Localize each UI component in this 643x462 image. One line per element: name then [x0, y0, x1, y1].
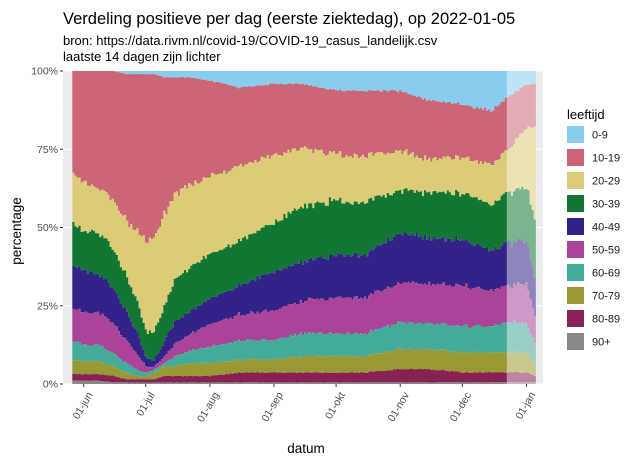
- y-axis: 0% 25% 50% 75% 100%: [31, 66, 63, 391]
- y-tick-label: 75%: [37, 144, 58, 156]
- series-area-90+: [72, 380, 536, 384]
- y-tick-label: 25%: [37, 300, 58, 312]
- legend-swatch-80-89: [567, 310, 584, 327]
- series-area-30-39: [72, 186, 536, 361]
- y-tick-label: 100%: [31, 66, 58, 78]
- series-area-50-59: [72, 281, 536, 373]
- x-tick-label: 01-sep: [259, 390, 286, 424]
- series-layer: [72, 71, 536, 384]
- legend-swatch-50-59: [567, 241, 584, 258]
- x-tick-label: 01-dec: [448, 390, 474, 424]
- x-axis: 01-jun 01-jul 01-aug 01-sep 01-okt 01-nov 01-d…: [71, 384, 538, 424]
- legend-swatch-60-69: [567, 264, 584, 281]
- legend-swatch-90+: [567, 333, 584, 350]
- chart-title: Verdeling positieve per dag (eerste ziek…: [63, 10, 515, 28]
- x-tick-label: 01-jan: [513, 390, 538, 421]
- legend-label-50-59: 50-59: [592, 245, 620, 257]
- lighter-period-overlay: [506, 71, 536, 384]
- series-area-60-69: [72, 320, 536, 377]
- legend-swatch-40-49: [567, 218, 584, 235]
- series-area-70-79: [72, 347, 536, 380]
- chart-subtitle-note: laatste 14 dagen zijn lichter: [63, 49, 221, 64]
- legend-label-30-39: 30-39: [592, 199, 620, 211]
- chart-subtitle-source: bron: https://data.rivm.nl/covid-19/COVI…: [63, 33, 438, 48]
- series-area-10-19: [72, 71, 536, 244]
- y-axis-title: percentage: [9, 197, 24, 265]
- legend-label-10-19: 10-19: [592, 153, 620, 165]
- legend-label-90+: 90+: [592, 337, 611, 349]
- series-area-0-9: [72, 71, 536, 113]
- legend-label-0-9: 0-9: [592, 130, 608, 142]
- x-tick-label: 01-okt: [323, 390, 348, 421]
- x-tick-label: 01-jun: [71, 390, 96, 421]
- legend-label-60-69: 60-69: [592, 268, 620, 280]
- legend-label-40-49: 40-49: [592, 222, 620, 234]
- x-tick-label: 01-jul: [134, 390, 157, 418]
- series-area-40-49: [72, 232, 536, 368]
- legend-swatch-20-29: [567, 172, 584, 189]
- legend: leeftijd 0-9 10-19 20-29 30-39 40-49 50-59 60-…: [567, 107, 620, 350]
- legend-swatch-0-9: [567, 126, 584, 143]
- x-tick-label: 01-nov: [386, 389, 413, 423]
- series-area-20-29: [72, 126, 536, 335]
- legend-swatch-70-79: [567, 287, 584, 304]
- legend-swatch-30-39: [567, 195, 584, 212]
- series-area-80-89: [72, 368, 536, 383]
- legend-title: leeftijd: [567, 107, 605, 122]
- x-tick-label: 01-aug: [195, 390, 222, 424]
- x-axis-title: datum: [287, 441, 325, 456]
- legend-label-80-89: 80-89: [592, 314, 620, 326]
- y-tick-label: 50%: [37, 222, 58, 234]
- lighter-period-rect: [506, 71, 536, 384]
- y-tick-label: 0%: [43, 379, 58, 391]
- legend-swatch-10-19: [567, 149, 584, 166]
- legend-label-70-79: 70-79: [592, 291, 620, 303]
- legend-label-20-29: 20-29: [592, 176, 620, 188]
